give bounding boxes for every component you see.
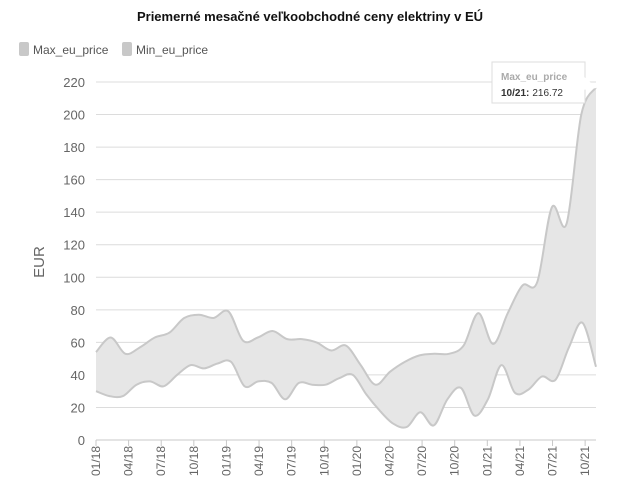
series-line-max[interactable] bbox=[95, 86, 597, 386]
range-band-area bbox=[96, 87, 596, 428]
x-tick-label: 07/19 bbox=[285, 446, 299, 476]
y-tick-label: 200 bbox=[63, 108, 85, 123]
y-tick-label: 140 bbox=[63, 205, 85, 220]
x-tick-label: 01/18 bbox=[89, 446, 103, 476]
x-tick-label: 04/18 bbox=[122, 446, 136, 476]
x-tick-label: 07/20 bbox=[415, 446, 429, 476]
legend-swatch-max bbox=[19, 42, 29, 56]
x-tick-label: 10/18 bbox=[187, 446, 201, 476]
y-tick-label: 180 bbox=[63, 140, 85, 155]
x-axis-ticks: 01/18 04/18 07/18 10/18 01/19 04/19 07/19 10/19… bbox=[89, 440, 592, 476]
x-tick-label: 04/19 bbox=[252, 446, 266, 476]
x-tick-label: 01/20 bbox=[350, 446, 364, 476]
tooltip-pointer bbox=[582, 75, 597, 90]
tooltip: Max_eu_price 10/21: 216.72 bbox=[491, 61, 597, 104]
y-axis-label: EUR bbox=[31, 246, 48, 278]
legend-swatch-min bbox=[122, 42, 132, 56]
x-tick-label: 10/20 bbox=[448, 446, 462, 476]
y-tick-label: 220 bbox=[63, 75, 85, 90]
tooltip-value-line: 10/21: 216.72 bbox=[501, 88, 563, 99]
x-tick-label: 10/21 bbox=[578, 446, 592, 476]
tooltip-value: 216.72 bbox=[532, 88, 563, 99]
y-tick-label: 20 bbox=[71, 400, 85, 415]
x-tick-label: 10/19 bbox=[317, 446, 331, 476]
x-tick-label: 04/21 bbox=[513, 446, 527, 476]
x-tick-label: 07/21 bbox=[546, 446, 560, 476]
x-tick-label: 01/19 bbox=[219, 446, 233, 476]
tooltip-series: Max_eu_price bbox=[501, 72, 568, 83]
y-tick-label: 0 bbox=[78, 433, 85, 448]
legend-label-max[interactable]: Max_eu_price bbox=[33, 43, 109, 57]
y-tick-label: 60 bbox=[71, 335, 85, 350]
y-axis-ticks: 0 20 40 60 80 100 120 140 160 180 200 220 bbox=[63, 75, 85, 448]
x-tick-label: 07/18 bbox=[154, 446, 168, 476]
x-tick-label: 04/20 bbox=[382, 446, 396, 476]
series-line-min[interactable] bbox=[95, 321, 597, 429]
y-tick-label: 80 bbox=[71, 303, 85, 318]
y-tick-label: 160 bbox=[63, 173, 85, 188]
chart-title: Priemerné mesačné veľkoobchodné ceny ele… bbox=[137, 9, 483, 24]
y-tick-label: 40 bbox=[71, 368, 85, 383]
y-tick-label: 120 bbox=[63, 238, 85, 253]
x-tick-label: 01/21 bbox=[480, 446, 494, 476]
legend-label-min[interactable]: Min_eu_price bbox=[136, 43, 208, 57]
gridlines bbox=[96, 81, 596, 441]
tooltip-label: 10/21: bbox=[501, 88, 529, 99]
y-tick-label: 100 bbox=[63, 270, 85, 285]
legend: Max_eu_price Min_eu_price bbox=[19, 42, 208, 57]
